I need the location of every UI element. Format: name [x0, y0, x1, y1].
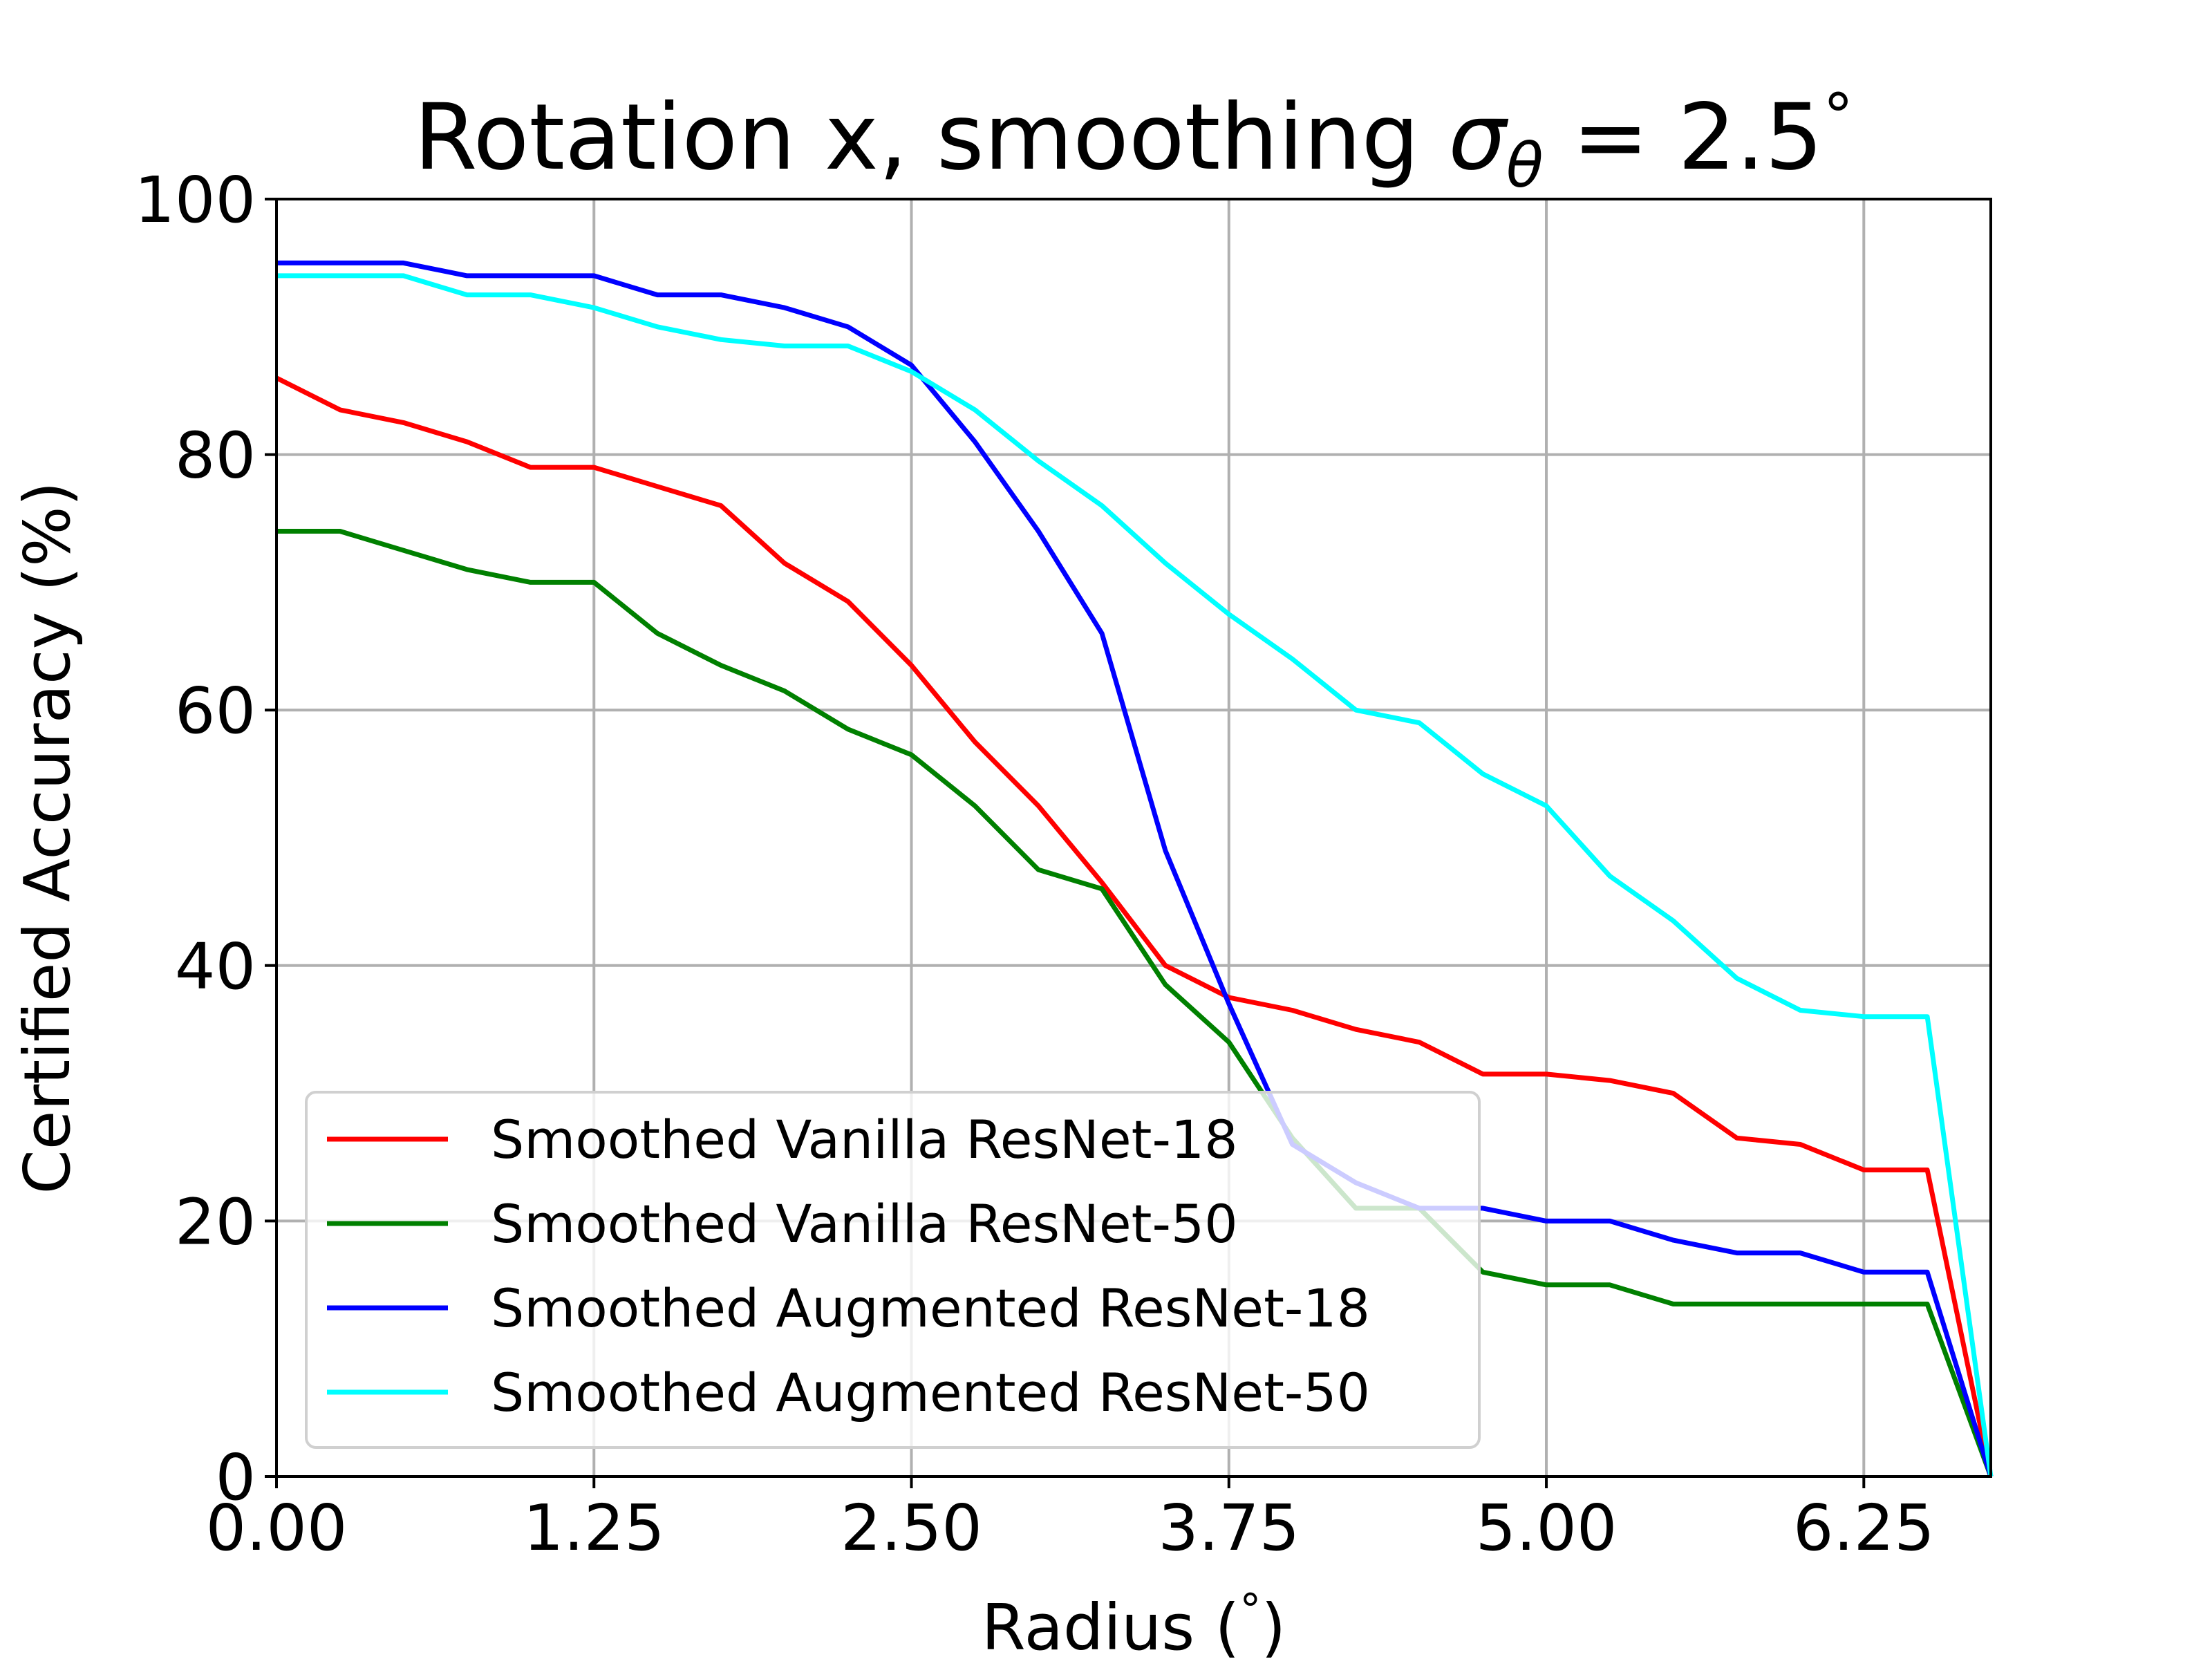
legend-box: [305, 1091, 1481, 1449]
x-tick-label: 2.50: [841, 1491, 982, 1565]
x-axis-label: Radius (°): [982, 1584, 1286, 1659]
chart-title: Rotation x, smoothing σθ = 2.5°: [414, 80, 1853, 201]
x-axis-ticks: 0.00 1.25 2.50 3.75 5.00 6.25: [206, 1477, 1935, 1565]
legend: Smoothed Vanilla ResNet-18 Smoothed Vanil…: [305, 1091, 1481, 1449]
plot-frame: [275, 198, 1992, 1478]
y-tick-label: 20: [175, 1185, 256, 1259]
y-tick-label: 60: [175, 674, 256, 748]
y-axis-label: Certified Accuracy (%): [10, 482, 84, 1194]
x-tick-label: 5.00: [1476, 1491, 1618, 1565]
x-tick-label: 3.75: [1158, 1491, 1300, 1565]
y-tick-label: 0: [215, 1441, 256, 1515]
x-tick-label: 6.25: [1793, 1491, 1935, 1565]
legend-label-smoothed-augmented-resnet-18: Smoothed Augmented ResNet-18: [491, 1277, 1370, 1339]
y-tick-label: 40: [175, 930, 256, 1004]
y-axis-ticks: 0 20 40 60 80 100: [134, 163, 276, 1515]
y-tick-label: 80: [175, 419, 256, 493]
x-tick-label: 1.25: [523, 1491, 665, 1565]
series-line-smoothed-augmented-resnet-50: [276, 273, 1994, 1477]
legend-entries: Smoothed Vanilla ResNet-18 Smoothed Vanil…: [327, 1109, 1370, 1423]
legend-label-smoothed-augmented-resnet-50: Smoothed Augmented ResNet-50: [491, 1362, 1370, 1423]
legend-label-smoothed-vanilla-resnet-18: Smoothed Vanilla ResNet-18: [491, 1109, 1238, 1170]
y-tick-label: 100: [134, 163, 256, 237]
series-line-smoothed-vanilla-resnet-18: [275, 375, 1994, 1477]
x-tick-label: 0.00: [206, 1491, 348, 1565]
series-lines: [275, 260, 1994, 1478]
series-line-smoothed-augmented-resnet-18: [276, 260, 1994, 1478]
legend-label-smoothed-vanilla-resnet-50: Smoothed Vanilla ResNet-50: [491, 1193, 1238, 1255]
series-line-smoothed-vanilla-resnet-50: [276, 529, 1994, 1478]
